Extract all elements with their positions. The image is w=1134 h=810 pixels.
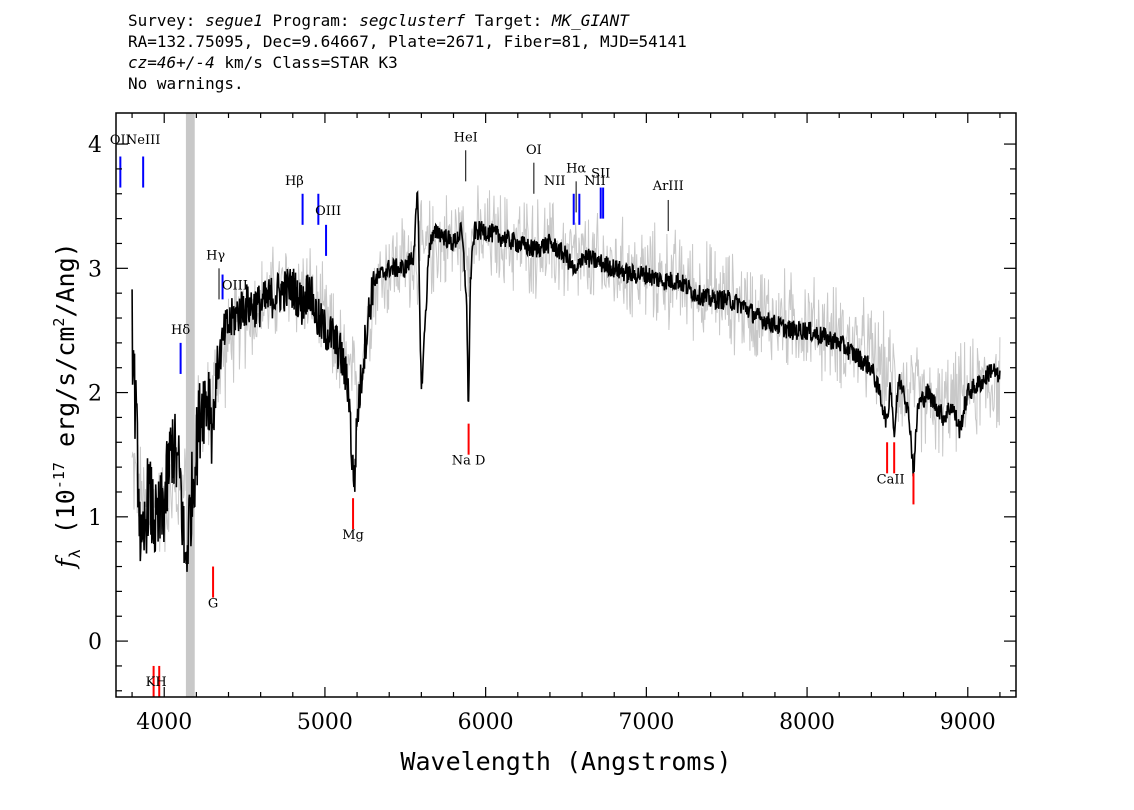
x-axis-ticks: 4000 5000 6000 7000 8000 9000 [131,113,1001,735]
line-label-13: ArIII [652,179,684,194]
line-label-12: SII [591,167,610,182]
line-label-14: KH [146,675,167,690]
line-label-11: NII [584,174,606,189]
spectrum-header: Survey: segue1 Program: segclusterf Targ… [128,10,687,94]
line-label-5: Hβ [285,174,304,189]
header-line-warnings: No warnings. [128,74,244,93]
x-tick-label: 4000 [136,710,192,735]
line-label-18: CaII [877,472,905,487]
header-line-target: Survey: segue1 Program: segclusterf Targ… [128,11,629,30]
y-tick-label: 2 [88,382,102,407]
y-axis-ticks: 0 1 2 3 4 [88,133,1016,692]
header-line-coordinates: RA=132.75095, Dec=9.64667, Plate=2671, F… [128,32,687,51]
y-axis-title: fλ (10-17 erg/s/cm2/Ang) [50,242,84,569]
line-label-17: Na D [452,454,486,469]
flux-spectrum-path [131,190,1001,572]
y-tick-label: 4 [88,133,102,158]
line-label-7: HeI [454,131,478,146]
x-tick-label: 6000 [458,710,514,735]
line-label-2: Hδ [171,323,190,338]
x-tick-label: 7000 [618,710,674,735]
program-name: segclusterf [359,11,466,30]
x-axis-title: Wavelength (Angstroms) [400,747,731,776]
noise-spectrum-path [131,185,1001,552]
spectral-line-labels: OIINeIIIHδHγOIIIHβOIIIHeIOINIIHαNIISIIAr… [110,131,905,690]
survey-name: segue1 [205,11,263,30]
spectrum-flux-series [131,190,1001,572]
redshift-value: cz=46+/-4 [128,53,215,72]
masked-band [185,113,195,697]
x-tick-label: 8000 [779,710,835,735]
y-tick-label: 0 [88,630,102,655]
line-label-9: NII [544,174,566,189]
line-label-1: NeIII [126,133,160,148]
spectrum-noise-series [131,185,1001,552]
x-tick-label: 5000 [297,710,353,735]
line-label-8: OI [526,143,542,158]
target-name: MK_GIANT [551,11,629,30]
y-tick-label: 1 [88,506,102,531]
x-tick-label: 9000 [940,710,996,735]
line-label-3: Hγ [206,249,225,264]
header-line-redshift: cz=46+/-4 km/s Class=STAR K3 [128,53,398,72]
line-label-16: Mg [342,528,364,543]
y-tick-label: 3 [88,257,102,282]
spectral-line-markers [119,150,915,697]
plot-frame [115,112,1017,698]
line-label-10: Hα [566,162,586,177]
masked-wavelength-band [185,113,195,697]
line-label-6: OIII [315,204,341,219]
line-label-15: G [208,597,218,612]
line-label-4: OIII [222,278,248,293]
